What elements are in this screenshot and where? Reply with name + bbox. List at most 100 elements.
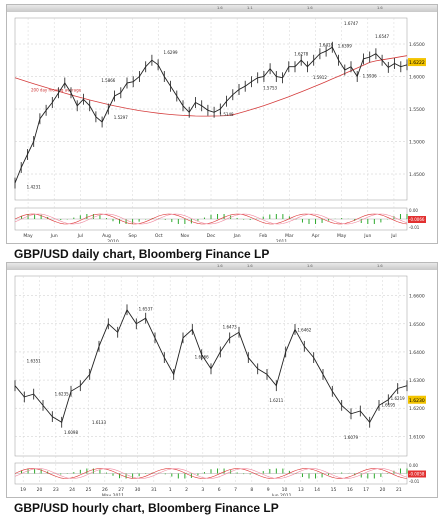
x-tick-label: Jan xyxy=(233,233,241,239)
price-annotation: 1.6366 xyxy=(195,355,209,360)
daily-toolbar: 1.6 1.1 1.6 1.6 xyxy=(7,5,437,12)
x-tick-label: 21 xyxy=(396,487,402,493)
price-annotation: 1.5866 xyxy=(101,78,115,83)
x-tick-label: Feb xyxy=(259,233,267,239)
x-tick-label: Mar xyxy=(285,233,294,239)
price-annotation: 1.6133 xyxy=(92,420,106,425)
y-tick-label: 1.6200 xyxy=(409,406,425,412)
x-tick-label: 2 xyxy=(185,487,188,493)
x-tick-label: 16 xyxy=(347,487,353,493)
price-annotation: 1.6473 xyxy=(223,324,237,329)
current-price-label: 1.6230 xyxy=(409,398,425,404)
price-annotation: 1.6747 xyxy=(344,21,358,26)
price-annotation: 1.6219 xyxy=(391,396,405,401)
toolbar-value: 1.6 xyxy=(217,5,223,10)
x-tick-label: 15 xyxy=(331,487,337,493)
x-tick-label: 23 xyxy=(53,487,59,493)
x-tick-label: 9 xyxy=(267,487,270,493)
oscillator-label: -0.0066 xyxy=(409,217,425,222)
current-price-tag xyxy=(408,395,426,404)
x-tick-label: Aug xyxy=(102,233,111,239)
moving-average-label: 200 day moving average xyxy=(31,87,82,92)
price-annotation: 1.6235 xyxy=(55,391,69,396)
toolbar-value: 1.6 xyxy=(307,263,313,268)
x-tick-label: 6 xyxy=(218,487,221,493)
price-annotation: 1.6079 xyxy=(344,435,358,440)
hourly-chart-panel: 1.6 1.6 1.6 1.6 1.6100 1.6200 1.6300 1.6400… xyxy=(6,262,438,498)
price-annotation: 1.5297 xyxy=(114,115,128,120)
x-tick-label: Oct xyxy=(155,233,163,239)
x-tick-label: 8 xyxy=(250,487,253,493)
hourly-toolbar: 1.6 1.6 1.6 1.6 xyxy=(7,263,437,270)
price-annotation: 1.6462 xyxy=(297,328,311,333)
toolbar-value: 1.6 xyxy=(217,263,223,268)
price-annotation: 1.6399 xyxy=(338,44,352,49)
y-tick-label: 1.5500 xyxy=(409,107,425,113)
price-annotation: 1.6537 xyxy=(139,306,153,311)
oscillator-label: -0.01 xyxy=(409,479,420,484)
x-tick-label: 26 xyxy=(102,487,108,493)
price-line xyxy=(14,308,408,424)
price-annotation: 1.6098 xyxy=(64,430,78,435)
toolbar-value: 1.1 xyxy=(247,5,253,10)
oscillator-signal-line xyxy=(14,468,408,479)
y-tick-label: 1.4500 xyxy=(409,172,425,178)
oscillator-signal-line xyxy=(14,468,408,479)
x-tick-label: 20 xyxy=(380,487,386,493)
y-tick-label: 1.5000 xyxy=(409,140,425,146)
price-annotation: 1.6211 xyxy=(269,398,283,403)
x-tick-label: 1 xyxy=(169,487,172,493)
price-annotation: 1.6547 xyxy=(375,34,389,39)
x-tick-label: 20 xyxy=(37,487,43,493)
y-tick-label: 1.6300 xyxy=(409,378,425,384)
daily-chart: 1.4500 1.5000 1.5500 1.6000 1.6500 May Jun Jul A… xyxy=(14,17,426,242)
oscillator-label: -0.01 xyxy=(409,225,420,230)
period-label: Jun 2011 xyxy=(271,493,292,496)
x-tick-label: Jun xyxy=(50,233,58,239)
price-annotation: 1.5348 xyxy=(220,112,234,117)
y-tick-label: 1.6000 xyxy=(409,75,425,81)
x-tick-label: 31 xyxy=(151,487,157,493)
oscillator-label: 0.00 xyxy=(409,208,418,213)
current-price-tag xyxy=(408,58,426,67)
price-annotation: 1.6278 xyxy=(294,51,308,56)
price-annotation: 1.6195 xyxy=(381,403,395,408)
x-tick-label: 7 xyxy=(234,487,237,493)
price-annotation: 1.5912 xyxy=(313,75,327,80)
x-tick-label: 27 xyxy=(118,487,124,493)
x-tick-label: Dec xyxy=(207,233,216,239)
x-tick-label: 17 xyxy=(363,487,369,493)
oscillator-tag xyxy=(408,470,426,478)
oscillator-signal-line xyxy=(14,213,408,225)
oscillator-label: -0.0058 xyxy=(409,472,425,477)
x-tick-label: Nov xyxy=(180,233,189,239)
x-tick-label: 24 xyxy=(69,487,75,493)
x-tick-label: Sep xyxy=(128,233,137,239)
price-annotation: 1.4231 xyxy=(27,184,41,189)
period-label: 2011 xyxy=(276,239,288,242)
price-annotation: 1.6351 xyxy=(27,359,41,364)
x-tick-label: 14 xyxy=(314,487,320,493)
moving-average-line xyxy=(14,55,408,117)
x-tick-label: Apr xyxy=(312,233,320,239)
price-annotation: 1.5936 xyxy=(363,74,377,79)
price-annotation: 1.6299 xyxy=(164,50,178,55)
current-price-label: 1.6222 xyxy=(409,60,425,66)
x-tick-label: 10 xyxy=(282,487,288,493)
x-tick-label: Jul xyxy=(77,233,83,239)
price-annotation: 1.6418 xyxy=(319,42,333,47)
toolbar-value: 1.6 xyxy=(377,263,383,268)
oscillator-tag xyxy=(408,216,426,223)
y-tick-label: 1.6100 xyxy=(409,434,425,440)
x-tick-label: May xyxy=(23,233,33,239)
x-tick-label: 30 xyxy=(135,487,141,493)
x-tick-label: Jul xyxy=(390,233,396,239)
x-tick-label: Jun xyxy=(363,233,371,239)
toolbar-value: 1.6 xyxy=(377,5,383,10)
oscillator-label: 0.00 xyxy=(409,463,418,468)
toolbar-value: 1.6 xyxy=(307,5,313,10)
x-tick-label: 13 xyxy=(298,487,304,493)
x-tick-label: May xyxy=(337,233,347,239)
x-tick-label: 3 xyxy=(201,487,204,493)
